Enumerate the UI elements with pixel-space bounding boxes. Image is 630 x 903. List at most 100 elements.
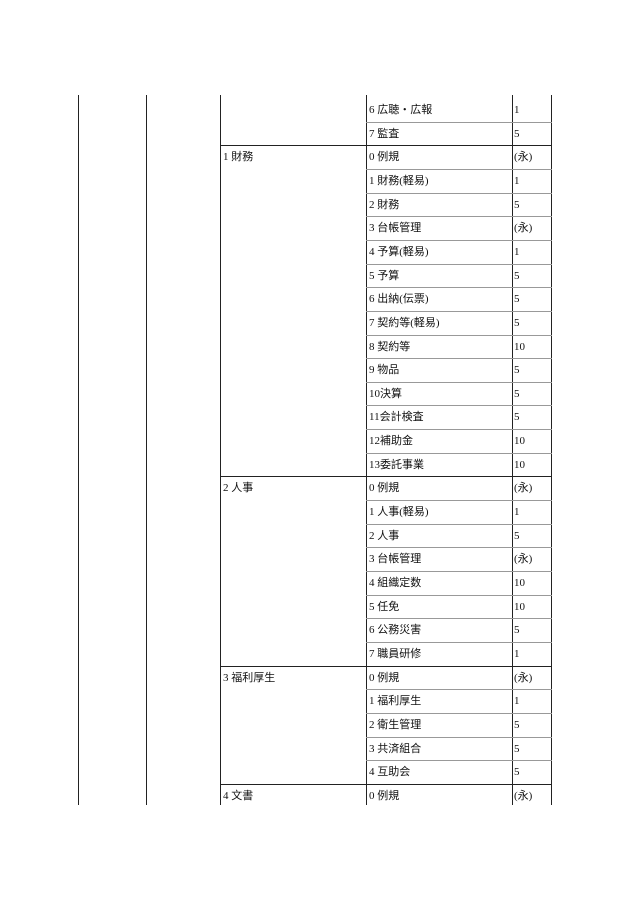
retention-period: 5 <box>514 718 520 731</box>
item-label: 4 組織定数 <box>369 577 422 589</box>
item-label: 7 職員研修 <box>369 647 422 660</box>
row-line <box>366 381 552 383</box>
retention-period: 5 <box>514 293 520 306</box>
item-label: 1 福利厚生 <box>369 695 422 708</box>
retention-period: 1 <box>514 647 520 660</box>
item-label: 1 人事(軽易) <box>369 506 429 519</box>
retention-period: 10 <box>514 458 525 471</box>
item-label: 6 公務災害 <box>369 624 422 637</box>
item-label: 3 共済組合 <box>369 742 422 755</box>
group-label: 2 人事 <box>223 482 254 495</box>
item-label: 0 例規 <box>369 671 400 684</box>
item-label: 0 例規 <box>369 789 400 802</box>
retention-period: 5 <box>514 387 520 400</box>
item-label: 11会計検査 <box>369 411 424 424</box>
row-line <box>366 310 552 312</box>
retention-period: 1 <box>514 506 520 519</box>
retention-period: 5 <box>514 529 520 542</box>
column-line <box>146 95 147 805</box>
retention-period: (永) <box>514 151 533 164</box>
retention-period: (永) <box>514 553 533 566</box>
row-line <box>366 452 552 454</box>
item-label: 5 予算 <box>369 269 400 282</box>
item-label: 12補助金 <box>369 435 413 448</box>
row-line <box>366 641 552 643</box>
item-label: 1 財務(軽易) <box>369 174 429 187</box>
retention-period: (永) <box>514 222 533 235</box>
column-line <box>551 95 552 805</box>
item-label: 7 監査 <box>369 127 400 140</box>
row-line <box>366 571 552 572</box>
retention-period: 10 <box>514 435 525 448</box>
row-line <box>366 192 552 194</box>
retention-period: 5 <box>514 624 520 637</box>
retention-period: 5 <box>514 127 520 140</box>
column-line <box>220 95 221 805</box>
row-line <box>366 121 552 123</box>
item-label: 3 台帳管理 <box>369 553 422 566</box>
retention-period: 5 <box>514 316 520 329</box>
column-line <box>366 95 367 805</box>
row-line <box>366 523 552 525</box>
retention-period: 1 <box>514 245 520 258</box>
row-line <box>366 594 552 596</box>
group-line <box>220 145 552 147</box>
group-line <box>220 783 552 785</box>
column-line <box>78 95 79 805</box>
item-label: 0 例規 <box>369 482 400 495</box>
group-label: 1 財務 <box>223 151 254 164</box>
item-label: 8 契約等 <box>369 340 411 353</box>
retention-period: 5 <box>514 269 520 282</box>
row-line <box>366 547 552 549</box>
item-label: 10決算 <box>369 387 402 400</box>
item-label: 4 予算(軽易) <box>369 245 429 258</box>
item-label: 2 衛生管理 <box>369 718 422 731</box>
retention-period: 1 <box>514 174 520 187</box>
item-label: 2 人事 <box>369 529 400 542</box>
item-label: 7 契約等(軽易) <box>369 316 440 329</box>
row-line <box>366 429 552 431</box>
retention-period: 10 <box>514 600 525 613</box>
retention-period: 5 <box>514 766 520 779</box>
item-label: 5 任免 <box>369 600 400 613</box>
row-line <box>366 239 552 241</box>
retention-period: 1 <box>514 695 520 708</box>
retention-period: (永) <box>514 789 533 802</box>
row-line <box>366 760 552 762</box>
row-line <box>366 358 552 360</box>
row-line <box>366 405 552 407</box>
retention-period: (永) <box>514 671 533 684</box>
retention-period: 5 <box>514 364 520 377</box>
retention-period: 5 <box>514 742 520 755</box>
row-line <box>366 500 552 502</box>
row-line <box>366 263 552 265</box>
row-line <box>366 689 552 691</box>
item-label: 2 財務 <box>369 198 400 211</box>
item-label: 6 出納(伝票) <box>369 293 429 306</box>
row-line <box>366 168 552 170</box>
item-label: 6 広聴・広報 <box>369 104 433 116</box>
retention-period: 10 <box>514 577 525 589</box>
row-line <box>366 287 552 289</box>
item-label: 0 例規 <box>369 151 400 164</box>
row-line <box>366 712 552 714</box>
group-line <box>220 476 552 478</box>
group-label: 4 文書 <box>223 789 254 802</box>
item-label: 4 互助会 <box>369 766 411 779</box>
retention-period: 10 <box>514 340 525 353</box>
item-label: 13委託事業 <box>369 458 424 471</box>
row-line <box>366 618 552 620</box>
group-label: 3 福利厚生 <box>223 671 276 684</box>
column-line <box>512 95 513 805</box>
retention-period: (永) <box>514 482 533 495</box>
retention-period: 1 <box>514 104 520 116</box>
row-line <box>366 334 552 336</box>
row-line <box>366 736 552 738</box>
retention-period: 5 <box>514 411 520 424</box>
item-label: 9 物品 <box>369 364 400 377</box>
retention-period: 5 <box>514 198 520 211</box>
row-line <box>366 216 552 218</box>
group-line <box>220 665 552 667</box>
item-label: 3 台帳管理 <box>369 222 422 235</box>
